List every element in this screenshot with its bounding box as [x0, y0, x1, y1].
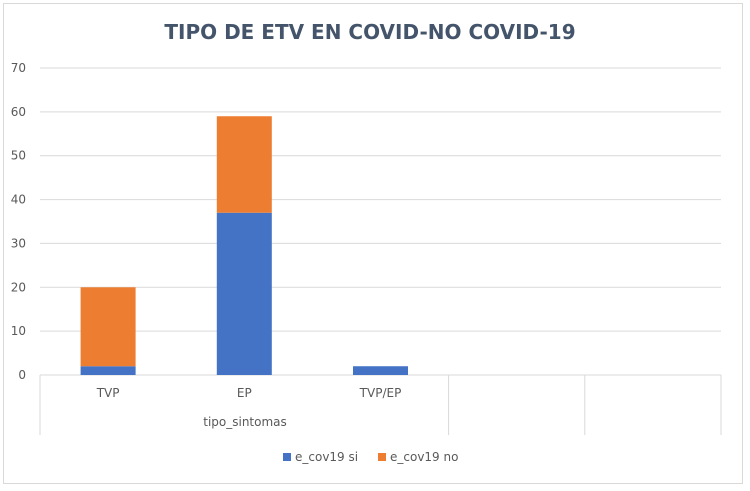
x-tick-label: EP: [237, 386, 252, 400]
legend: e_cov19 si e_cov19 no: [283, 450, 458, 464]
bar-series1: [216, 212, 272, 375]
legend-swatch: [283, 453, 291, 461]
y-tick-label: 60: [11, 105, 26, 119]
bar-series1: [80, 366, 136, 375]
gridlines: [40, 67, 721, 376]
y-tick-label: 20: [11, 280, 26, 294]
y-tick-label: 0: [18, 368, 26, 382]
bar-series2: [80, 287, 136, 367]
y-axis: 0 10 20 30 40 50 60 70: [11, 61, 26, 382]
x-tick-label: TVP: [96, 386, 120, 400]
y-tick-label: 40: [11, 193, 26, 207]
legend-label: e_cov19 si: [295, 450, 358, 464]
legend-swatch: [378, 453, 386, 461]
bar-series1: [353, 366, 408, 375]
x-axis: TVP EP TVP/EP: [39, 375, 722, 435]
y-tick-label: 30: [11, 236, 26, 250]
legend-label: e_cov19 no: [390, 450, 458, 464]
y-tick-label: 10: [11, 324, 26, 338]
y-tick-label: 50: [11, 149, 26, 163]
y-tick-label: 70: [11, 61, 26, 75]
chart-title: TIPO DE ETV EN COVID-NO COVID-19: [164, 20, 575, 44]
x-axis-title: tipo_sintomas: [203, 415, 287, 429]
x-tick-label: TVP/EP: [359, 386, 402, 400]
bars: [80, 116, 408, 375]
bar-series2: [216, 116, 272, 213]
